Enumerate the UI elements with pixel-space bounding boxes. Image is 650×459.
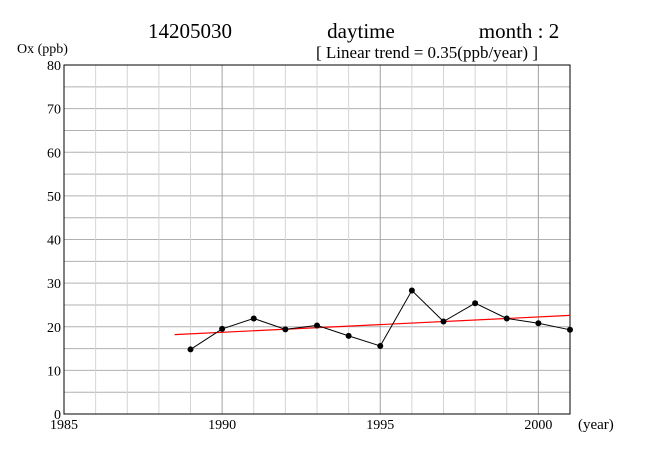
data-point <box>219 325 226 332</box>
plot-frame <box>63 64 571 415</box>
y-tick-label: 20 <box>47 321 61 336</box>
x-axis-label: (year) <box>578 417 614 433</box>
data-point <box>567 326 573 333</box>
y-tick-label: 80 <box>47 59 61 74</box>
y-axis-label: Ox (ppb) <box>17 42 68 57</box>
data-point <box>472 300 479 307</box>
data-point <box>377 342 384 349</box>
data-point <box>440 318 447 325</box>
data-point <box>282 326 289 333</box>
data-point <box>345 332 352 339</box>
x-tick-label: 2000 <box>524 418 552 433</box>
y-tick-label: 30 <box>47 277 61 292</box>
trend-note: [ Linear trend = 0.35(ppb/year) ] <box>316 43 538 62</box>
data-point <box>408 287 415 294</box>
y-tick-label: 0 <box>54 408 61 423</box>
x-tick-label: 1990 <box>208 418 236 433</box>
y-tick-label: 40 <box>47 234 61 249</box>
y-tick-label: 60 <box>47 146 61 161</box>
series-group <box>187 287 573 353</box>
station-id: 14205030 <box>148 19 232 43</box>
x-tick-label: 1985 <box>50 418 78 433</box>
data-point <box>187 346 194 353</box>
y-tick-label: 70 <box>47 103 61 118</box>
data-point <box>314 322 320 329</box>
period-label: daytime <box>327 19 395 43</box>
data-point <box>503 315 510 322</box>
x-tick-label: 1995 <box>366 418 394 433</box>
grid <box>64 65 570 414</box>
y-tick-label: 10 <box>47 364 61 379</box>
data-point <box>535 320 542 327</box>
y-tick-label: 50 <box>47 190 61 205</box>
month-label: month : 2 <box>479 19 560 43</box>
data-point <box>250 315 257 322</box>
tick-labels: 0 10 20 30 40 50 60 70 80 1985 1990 1995 2000 <box>47 59 552 433</box>
